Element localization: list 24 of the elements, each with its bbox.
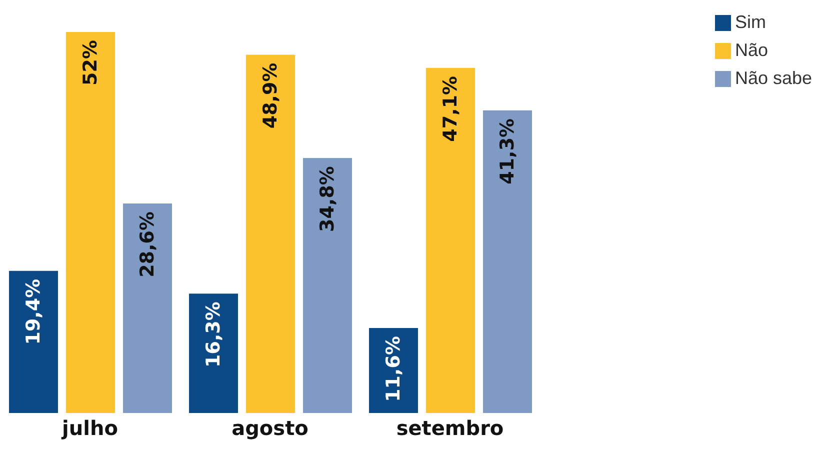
data-label: 47,1%	[440, 76, 462, 142]
data-label: 41,3%	[496, 118, 518, 184]
bar	[426, 68, 475, 413]
x-tick-label: julho	[61, 416, 118, 440]
bar	[246, 54, 295, 413]
data-label: 28,6%	[136, 211, 158, 278]
x-tick-label: agosto	[232, 416, 308, 440]
data-label: 48,9%	[260, 62, 282, 129]
bar	[369, 328, 418, 413]
data-label: 19,4%	[22, 278, 44, 345]
bar	[303, 158, 352, 413]
data-label: 16,3%	[202, 302, 224, 368]
bar	[123, 203, 172, 413]
bar	[9, 270, 58, 413]
data-label: 52%	[80, 40, 102, 86]
bar	[66, 32, 115, 413]
legend-label: Não sabe	[735, 68, 812, 88]
bar	[189, 294, 238, 413]
data-label: 11,6%	[382, 336, 404, 402]
legend-label: Sim	[735, 12, 766, 32]
x-tick-label: setembro	[396, 416, 504, 440]
bar	[483, 110, 532, 413]
legend-label: Não	[735, 40, 768, 60]
data-label: 34,8%	[316, 166, 338, 232]
